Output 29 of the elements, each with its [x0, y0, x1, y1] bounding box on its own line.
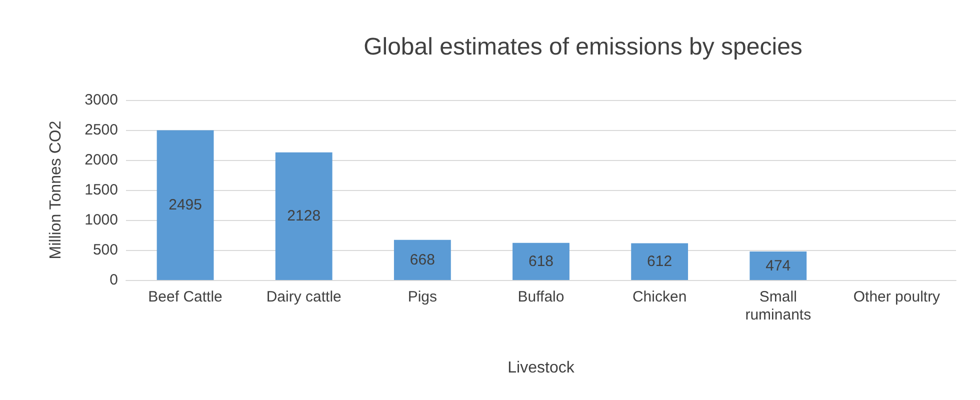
x-tick-label: Small ruminants — [745, 288, 812, 324]
x-tick-label: Chicken — [632, 288, 687, 306]
data-label: 668 — [410, 251, 435, 268]
bar — [512, 242, 570, 280]
x-tick-label: Dairy cattle — [266, 288, 342, 306]
bar — [631, 243, 688, 280]
data-label: 612 — [647, 253, 672, 270]
x-tick-label: Other poultry — [853, 288, 941, 306]
x-axis-title: Livestock — [508, 360, 576, 376]
bar — [750, 252, 807, 280]
bar — [394, 240, 451, 280]
y-tick-label: 0 — [110, 272, 118, 288]
y-axis-title: Million Tonnes CO2 — [48, 120, 64, 260]
y-tick-label: 500 — [92, 242, 118, 258]
y-tick-label: 1000 — [84, 212, 118, 228]
data-label: 618 — [528, 252, 554, 270]
y-tick-label: 2500 — [84, 122, 118, 138]
y-tick-label: 1500 — [84, 182, 118, 198]
chart-title: Global estimates of emissions by species — [364, 34, 802, 60]
data-label: 474 — [766, 257, 791, 274]
x-tick-label: Pigs — [408, 288, 438, 306]
data-label: 2128 — [287, 208, 321, 225]
x-tick-label: Beef Cattle — [148, 288, 222, 306]
bar — [156, 130, 214, 280]
y-tick-label: 3000 — [84, 92, 118, 108]
x-tick-label: Buffalo — [518, 288, 564, 306]
y-tick-label: 2000 — [84, 152, 118, 168]
data-label: 2495 — [168, 196, 202, 214]
bar — [275, 152, 332, 280]
